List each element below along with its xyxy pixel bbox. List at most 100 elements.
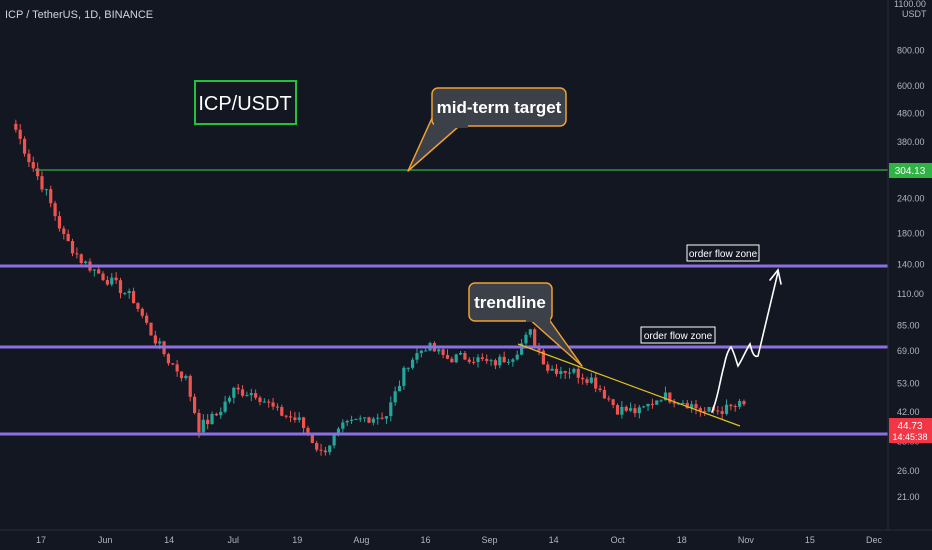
candle-body [698, 408, 702, 412]
candle-body [541, 350, 545, 365]
candle-body [720, 411, 724, 414]
candle-body [672, 402, 676, 404]
candle-body [158, 341, 162, 344]
candle-body [520, 343, 524, 355]
candle-body [280, 407, 284, 416]
candle-body [254, 393, 258, 398]
candle-body [79, 254, 83, 264]
candle-body [223, 401, 227, 412]
candle-body [371, 418, 375, 423]
candle-body [249, 393, 253, 396]
candle-body [528, 329, 532, 335]
y-tick-label: 600.00 [897, 81, 925, 91]
candle-body [589, 377, 593, 383]
candle-body [236, 387, 240, 390]
zone-lower-label-box [640, 326, 716, 344]
candle-body [572, 368, 576, 373]
candle-body [188, 375, 192, 397]
candle-body [707, 406, 711, 412]
candle-body [659, 400, 663, 402]
target-price-text: 304.13 [895, 166, 926, 177]
candle-body [53, 203, 57, 217]
candle-body [450, 358, 454, 363]
candle-body [57, 216, 62, 229]
candle-body [642, 406, 646, 408]
x-tick-label: Jul [227, 535, 239, 545]
candle-body [349, 419, 354, 421]
candle-body [110, 277, 114, 285]
y-tick-label: 53.00 [897, 378, 920, 388]
candle-body [742, 401, 746, 405]
projection-arrow-head [769, 268, 782, 285]
candle-body [245, 395, 249, 397]
candle-body [341, 422, 345, 429]
x-tick-label: 14 [164, 535, 174, 545]
candle-body [533, 329, 537, 346]
candle-body [406, 367, 410, 369]
candle-body [354, 419, 358, 421]
candle-body [210, 413, 214, 425]
candle-body [131, 291, 136, 304]
candle-body [193, 396, 197, 413]
candle-body [563, 371, 567, 373]
x-tick-label: Jun [98, 535, 113, 545]
candle-body [288, 416, 293, 418]
candle-body [323, 450, 327, 453]
countdown-text: 14:45:38 [892, 432, 927, 442]
candle-body [668, 392, 672, 403]
y-tick-label: 800.00 [897, 46, 925, 56]
candle-body [358, 418, 362, 420]
candle-body [738, 401, 742, 407]
x-tick-labels: 17 Jun 14 Jul 19 Aug 16 Sep 14 Oct 18 Nov 15 Dec [36, 535, 883, 545]
currency-label: USDT [902, 9, 927, 19]
target-callout-text: mid-term target [437, 98, 562, 117]
projection-arrow [711, 271, 779, 413]
candle-body [397, 385, 402, 392]
candle-body [498, 356, 502, 366]
candle-body [703, 411, 707, 413]
candle-body [633, 408, 637, 414]
candle-body [367, 417, 371, 423]
candle-body [607, 398, 611, 400]
title-box [194, 80, 297, 125]
candle-body [123, 293, 127, 295]
target-price-tag [889, 163, 932, 178]
candle-body [389, 402, 393, 417]
x-tick-label: Aug [353, 535, 369, 545]
candle-body [114, 277, 118, 281]
candle-body [118, 280, 123, 294]
candle-body [393, 391, 397, 403]
candle-body [70, 241, 75, 254]
candle-body [581, 377, 585, 380]
candle-body [44, 189, 48, 191]
y-tick-label: 140.00 [897, 259, 925, 269]
y-tick-label: 480.00 [897, 108, 925, 118]
candle-body [345, 420, 349, 423]
x-tick-label: Sep [482, 535, 498, 545]
candle-body [18, 129, 22, 139]
candle-body [511, 359, 515, 362]
zone-upper-label: order flow zone [689, 249, 758, 260]
candle-body [66, 233, 70, 242]
candle-body [681, 402, 685, 404]
time-axis[interactable] [0, 530, 932, 550]
candle-body [594, 377, 598, 389]
candle-body [598, 388, 602, 391]
symbol-line: ICP / TetherUS, 1D, BINANCE [5, 9, 153, 21]
candle-body [97, 269, 101, 274]
trendline[interactable] [517, 343, 741, 427]
candle-body [733, 406, 737, 408]
candle-body [166, 354, 171, 364]
candle-body [611, 399, 615, 405]
candle-body [227, 397, 232, 402]
candle-body [463, 353, 467, 360]
candle-body [585, 379, 589, 383]
candle-body [489, 360, 493, 362]
trendline-callout-pointer [527, 317, 583, 367]
zone-upper-label-box [686, 244, 760, 262]
candle-body [380, 417, 384, 419]
candle-body [480, 357, 484, 359]
candle-body [197, 412, 201, 433]
